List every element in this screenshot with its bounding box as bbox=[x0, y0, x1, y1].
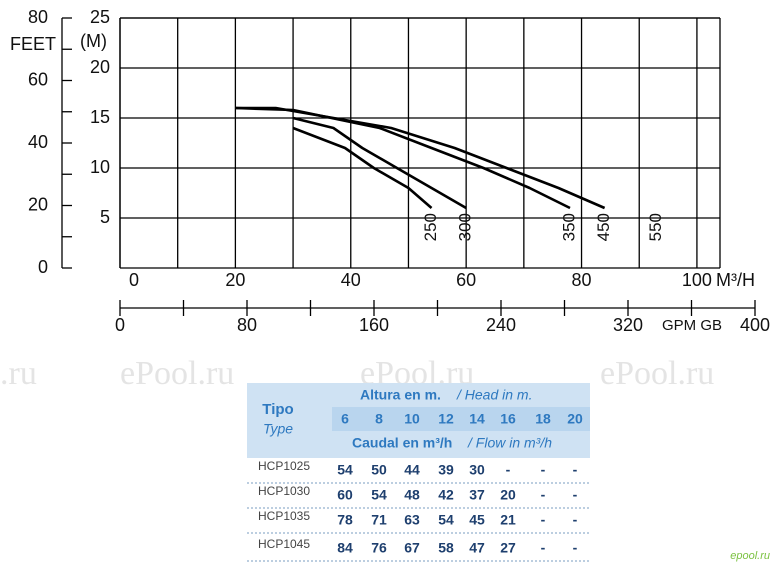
table-head-value: 16 bbox=[500, 411, 516, 427]
table-cell: - bbox=[506, 462, 511, 478]
table-cell: 20 bbox=[500, 487, 516, 503]
table-cell: 39 bbox=[438, 462, 454, 478]
y-tick-label: 25 bbox=[90, 7, 110, 27]
y2-tick-label: 40 bbox=[28, 132, 48, 152]
table-head-value: 20 bbox=[567, 411, 583, 427]
curve-label: 550 bbox=[646, 213, 665, 241]
table-cell: - bbox=[573, 540, 578, 556]
x-tick-label: 100 bbox=[682, 270, 712, 290]
table-cell: - bbox=[541, 462, 546, 478]
pump-curve bbox=[292, 116, 467, 210]
table-cell: 30 bbox=[469, 462, 485, 478]
table-flow: / Flow in m³/h bbox=[467, 435, 552, 451]
x-tick-label: 40 bbox=[341, 270, 361, 290]
table-cell: 47 bbox=[469, 540, 485, 556]
x2-label: GPM GB bbox=[662, 317, 722, 334]
table-cell: 50 bbox=[371, 462, 387, 478]
table-cell: 78 bbox=[337, 512, 353, 528]
y-tick-label: 5 bbox=[100, 207, 110, 227]
x2-tick-label: 160 bbox=[359, 315, 389, 335]
y2-tick-label: 0 bbox=[38, 257, 48, 277]
x-tick-label: 80 bbox=[572, 270, 592, 290]
y-tick-label: 10 bbox=[90, 157, 110, 177]
table-cell: 27 bbox=[500, 540, 516, 556]
y-tick-label: 20 bbox=[90, 57, 110, 77]
table-cell: 67 bbox=[404, 540, 420, 556]
y2-tick-label: 60 bbox=[28, 69, 48, 89]
pump-curve bbox=[235, 106, 571, 210]
y2-tick-label: 20 bbox=[28, 194, 48, 214]
table-head-value: 18 bbox=[535, 411, 551, 427]
x2-tick-label: 320 bbox=[613, 315, 643, 335]
table-model: HCP1045 bbox=[258, 537, 310, 551]
table-cell: - bbox=[541, 512, 546, 528]
table-heads-bg bbox=[332, 407, 590, 431]
table-cell: 48 bbox=[404, 487, 420, 503]
x-tick-label: 20 bbox=[225, 270, 245, 290]
table-cell: 54 bbox=[371, 487, 387, 503]
table-model: HCP1025 bbox=[258, 459, 310, 473]
table-cell: 54 bbox=[337, 462, 353, 478]
table-cell: 42 bbox=[438, 487, 454, 503]
x-label: M³/H bbox=[716, 270, 755, 290]
x2-tick-label: 400 bbox=[740, 315, 770, 335]
table-type: Type bbox=[263, 421, 293, 437]
x-tick-label: 60 bbox=[456, 270, 476, 290]
table-cell: - bbox=[573, 512, 578, 528]
curve-label: 350 bbox=[559, 213, 578, 241]
table-caudal: Caudal en m³/h bbox=[352, 435, 452, 451]
table-head-value: 14 bbox=[469, 411, 485, 427]
table-cell: 45 bbox=[469, 512, 485, 528]
table-head-value: 6 bbox=[341, 411, 349, 427]
x2-tick-label: 240 bbox=[486, 315, 516, 335]
table-cell: - bbox=[573, 462, 578, 478]
watermark: ePool.ru bbox=[120, 355, 234, 392]
table-head-value: 10 bbox=[404, 411, 420, 427]
x2-tick-label: 0 bbox=[115, 315, 125, 335]
table-cell: 84 bbox=[337, 540, 353, 556]
x2-tick-label: 80 bbox=[237, 315, 257, 335]
pump-curve bbox=[292, 126, 433, 209]
table-cell: 63 bbox=[404, 512, 420, 528]
curve-label: 450 bbox=[594, 213, 613, 241]
table-head: / Head in m. bbox=[456, 387, 532, 403]
logo: epool.ru bbox=[730, 550, 770, 562]
table-cell: - bbox=[541, 540, 546, 556]
pump-curve bbox=[235, 106, 606, 210]
table-cell: 76 bbox=[371, 540, 387, 556]
table-cell: 44 bbox=[404, 462, 420, 478]
table-cell: 54 bbox=[438, 512, 454, 528]
table-cell: 71 bbox=[371, 512, 387, 528]
y2-label: FEET bbox=[10, 34, 56, 54]
table-tipo: Tipo bbox=[262, 401, 293, 418]
table-cell: - bbox=[541, 487, 546, 503]
table-altura: Altura en m. bbox=[360, 387, 441, 403]
table-cell: 21 bbox=[500, 512, 516, 528]
y2-tick-label: 80 bbox=[28, 7, 48, 27]
watermark: .ru bbox=[0, 355, 37, 392]
table-cell: - bbox=[573, 487, 578, 503]
table-model: HCP1035 bbox=[258, 509, 310, 523]
x-tick-label: 0 bbox=[129, 270, 139, 290]
curve-label: 300 bbox=[456, 213, 475, 241]
table-model: HCP1030 bbox=[258, 484, 310, 498]
table-head-value: 12 bbox=[438, 411, 454, 427]
curve-label: 250 bbox=[421, 213, 440, 241]
table-head-value: 8 bbox=[375, 411, 383, 427]
y-tick-label: 15 bbox=[90, 107, 110, 127]
table-cell: 60 bbox=[337, 487, 353, 503]
y-label: (M) bbox=[80, 31, 107, 51]
table-cell: 58 bbox=[438, 540, 454, 556]
watermark: ePool.ru bbox=[600, 355, 714, 392]
table-cell: 37 bbox=[469, 487, 485, 503]
